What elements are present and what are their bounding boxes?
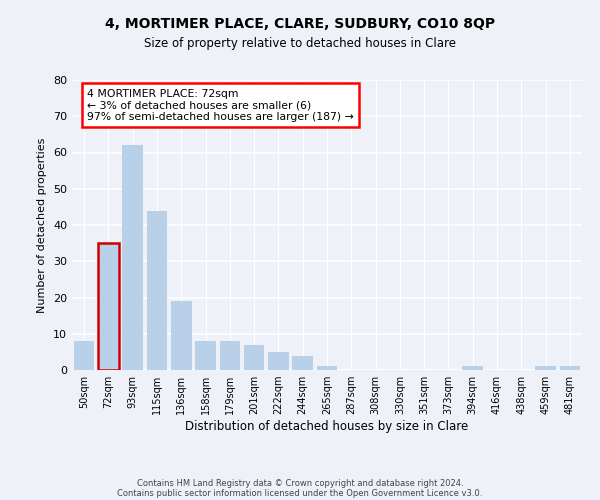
Bar: [171, 301, 191, 370]
Bar: [244, 344, 265, 370]
Y-axis label: Number of detached properties: Number of detached properties: [37, 138, 47, 312]
X-axis label: Distribution of detached houses by size in Clare: Distribution of detached houses by size …: [185, 420, 469, 433]
Bar: [98, 243, 119, 370]
Bar: [560, 366, 580, 370]
Bar: [220, 341, 240, 370]
Bar: [268, 352, 289, 370]
Bar: [122, 145, 143, 370]
Bar: [146, 210, 167, 370]
Text: Size of property relative to detached houses in Clare: Size of property relative to detached ho…: [144, 38, 456, 51]
Text: Contains public sector information licensed under the Open Government Licence v3: Contains public sector information licen…: [118, 488, 482, 498]
Bar: [535, 366, 556, 370]
Bar: [463, 366, 483, 370]
Bar: [292, 356, 313, 370]
Text: 4 MORTIMER PLACE: 72sqm
← 3% of detached houses are smaller (6)
97% of semi-deta: 4 MORTIMER PLACE: 72sqm ← 3% of detached…: [88, 88, 354, 122]
Text: Contains HM Land Registry data © Crown copyright and database right 2024.: Contains HM Land Registry data © Crown c…: [137, 478, 463, 488]
Bar: [317, 366, 337, 370]
Bar: [195, 341, 216, 370]
Bar: [98, 243, 119, 370]
Text: 4, MORTIMER PLACE, CLARE, SUDBURY, CO10 8QP: 4, MORTIMER PLACE, CLARE, SUDBURY, CO10 …: [105, 18, 495, 32]
Bar: [74, 341, 94, 370]
